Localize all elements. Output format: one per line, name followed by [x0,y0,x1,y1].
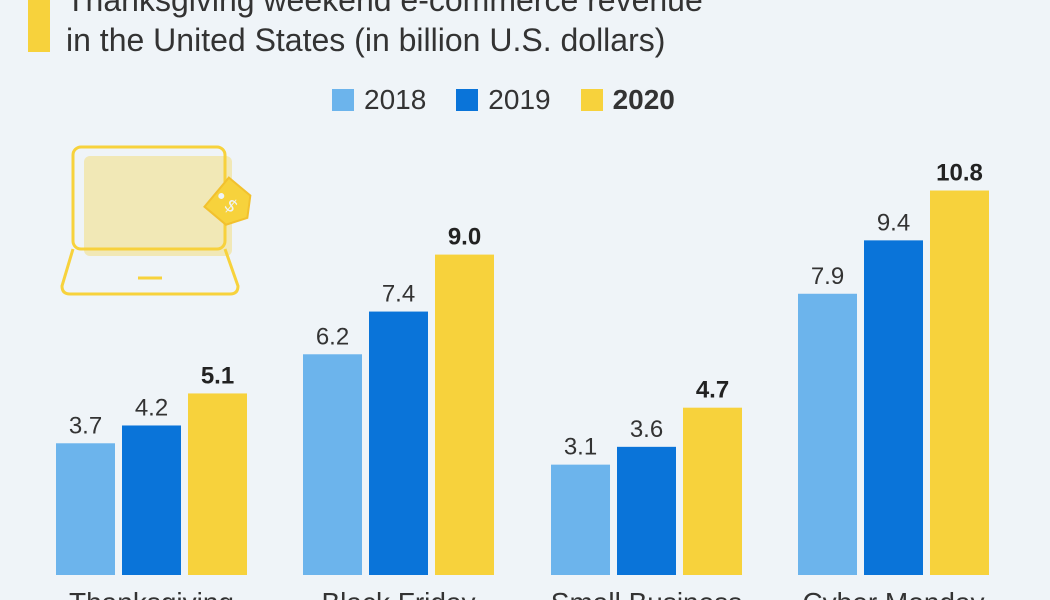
bar-thanksgiving-2019 [122,425,181,575]
category-label-small-business: Small Business [551,587,742,600]
bar-small-business-2018 [551,464,610,575]
value-label-small-business-2018: 3.1 [564,434,597,461]
value-label-small-business-2019: 3.6 [630,416,663,443]
bar-black-friday-2019 [369,311,428,575]
legend-item-2019: 2019 [456,84,551,116]
category-label-black-friday: Black Friday [321,587,475,600]
chart-title-line-1: Thanksgiving weekend e-commerce revenue [66,0,703,18]
title-accent-bar [28,0,50,52]
legend-item-2020: 2020 [580,84,675,116]
legend-label-2019: 2019 [488,84,551,115]
value-label-black-friday-2018: 6.2 [316,323,349,350]
value-label-cyber-monday-2019: 9.4 [877,209,910,236]
bar-thanksgiving-2020 [188,393,247,575]
bar-cyber-monday-2018 [798,293,857,575]
bars-group: 3.7 4.2 5.1 Thanksgiving 6.2 7.4 9.0 Black Frid… [56,160,989,600]
value-label-thanksgiving-2018: 3.7 [69,412,102,439]
value-label-cyber-monday-2020: 10.8 [936,160,983,187]
legend-label-2020: 2020 [612,84,675,115]
value-label-thanksgiving-2019: 4.2 [135,394,168,421]
legend-item-2018: 2018 [332,84,426,116]
bar-small-business-2019 [617,446,676,575]
value-label-black-friday-2020: 9.0 [448,224,481,251]
value-label-black-friday-2019: 7.4 [382,281,415,308]
legend-swatch-2018 [332,89,354,111]
bar-cyber-monday-2020 [930,190,989,575]
bar-black-friday-2020 [435,254,494,575]
bar-cyber-monday-2019 [864,240,923,576]
legend-swatch-2019 [456,89,479,111]
laptop-price-tag-icon: $ [60,145,252,296]
category-label-cyber-monday: Cyber Monday [802,587,984,600]
bar-black-friday-2018 [303,354,362,575]
value-label-small-business-2020: 4.7 [696,377,729,404]
value-label-thanksgiving-2020: 5.1 [201,362,234,389]
chart-legend: 2018 2019 2020 [332,84,705,116]
chart-title: Thanksgiving weekend e-commerce revenue … [66,0,703,60]
bar-thanksgiving-2018 [56,443,115,575]
value-label-cyber-monday-2018: 7.9 [811,263,844,290]
legend-swatch-2020 [580,89,603,111]
bar-small-business-2020 [683,407,742,575]
category-label-thanksgiving: Thanksgiving [69,587,234,600]
legend-label-2018: 2018 [364,84,427,115]
chart-title-line-2: in the United States (in billion U.S. do… [66,22,666,58]
